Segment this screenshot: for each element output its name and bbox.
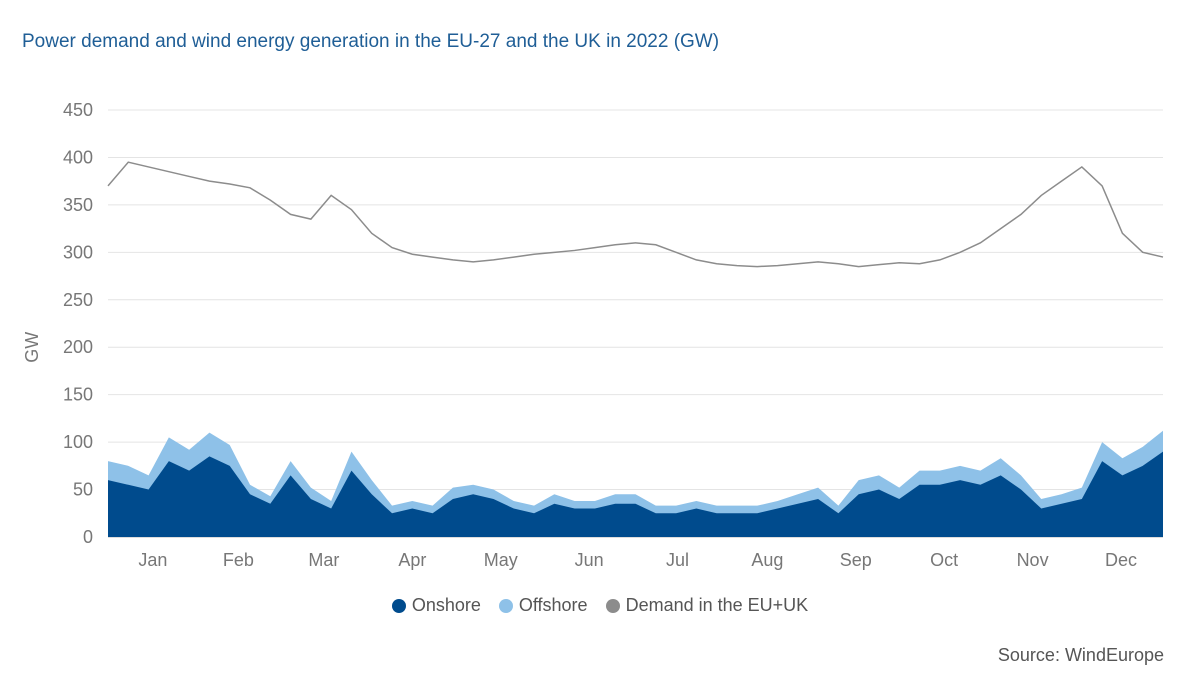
chart-area: 0 50 100 150 200 250 300 350 400 450 GW Jan Feb Mar Ap…: [22, 100, 1164, 570]
onshore-area: [108, 451, 1163, 537]
x-tick-label-mar: Mar: [308, 550, 339, 570]
chart-title: Power demand and wind energy generation …: [22, 31, 720, 52]
demand-legend-marker: [605, 598, 620, 613]
y-tick-label-100: 100: [63, 432, 93, 452]
legend-label-offshore: Offshore: [518, 595, 588, 615]
y-tick-label-450: 450: [63, 100, 93, 120]
legend-item-onshore: Onshore: [391, 595, 481, 616]
x-tick-label-aug: Aug: [751, 550, 783, 570]
y-tick-label-250: 250: [63, 290, 93, 310]
x-tick-label-jul: Jul: [666, 550, 689, 570]
y-tick-label-300: 300: [63, 242, 93, 262]
offshore-legend-marker: [498, 598, 513, 613]
x-tick-label-dec: Dec: [1105, 550, 1137, 570]
x-tick-label-oct: Oct: [930, 550, 958, 570]
x-tick-label-feb: Feb: [223, 550, 254, 570]
x-tick-label-may: May: [484, 550, 518, 570]
legend-item-offshore: Offshore: [498, 595, 588, 616]
y-tick-label-0: 0: [83, 527, 93, 547]
onshore-legend-marker: [391, 598, 406, 613]
x-tick-label-jun: Jun: [575, 550, 604, 570]
x-tick-label-sep: Sep: [840, 550, 872, 570]
demand-line: [107, 161, 1164, 268]
x-tick-label-jan: Jan: [138, 550, 167, 570]
legend-label-demand: Demand in the EU+UK: [625, 595, 809, 615]
y-tick-label-350: 350: [63, 195, 93, 215]
y-tick-label-400: 400: [63, 147, 93, 167]
source-note: Source: WindEurope: [997, 645, 1164, 665]
y-tick-label-150: 150: [63, 385, 93, 405]
x-tick-label-nov: Nov: [1017, 550, 1049, 570]
x-tick-label-apr: Apr: [398, 550, 426, 570]
legend-label-onshore: Onshore: [411, 595, 481, 615]
legend-item-demand: Demand in the EU+UK: [605, 595, 809, 616]
y-axis-label: GW: [22, 332, 42, 363]
chart-legend: Onshore Offshore Demand in the EU+UK: [0, 595, 1200, 616]
y-tick-label-200: 200: [63, 337, 93, 357]
y-tick-label-50: 50: [73, 480, 93, 500]
